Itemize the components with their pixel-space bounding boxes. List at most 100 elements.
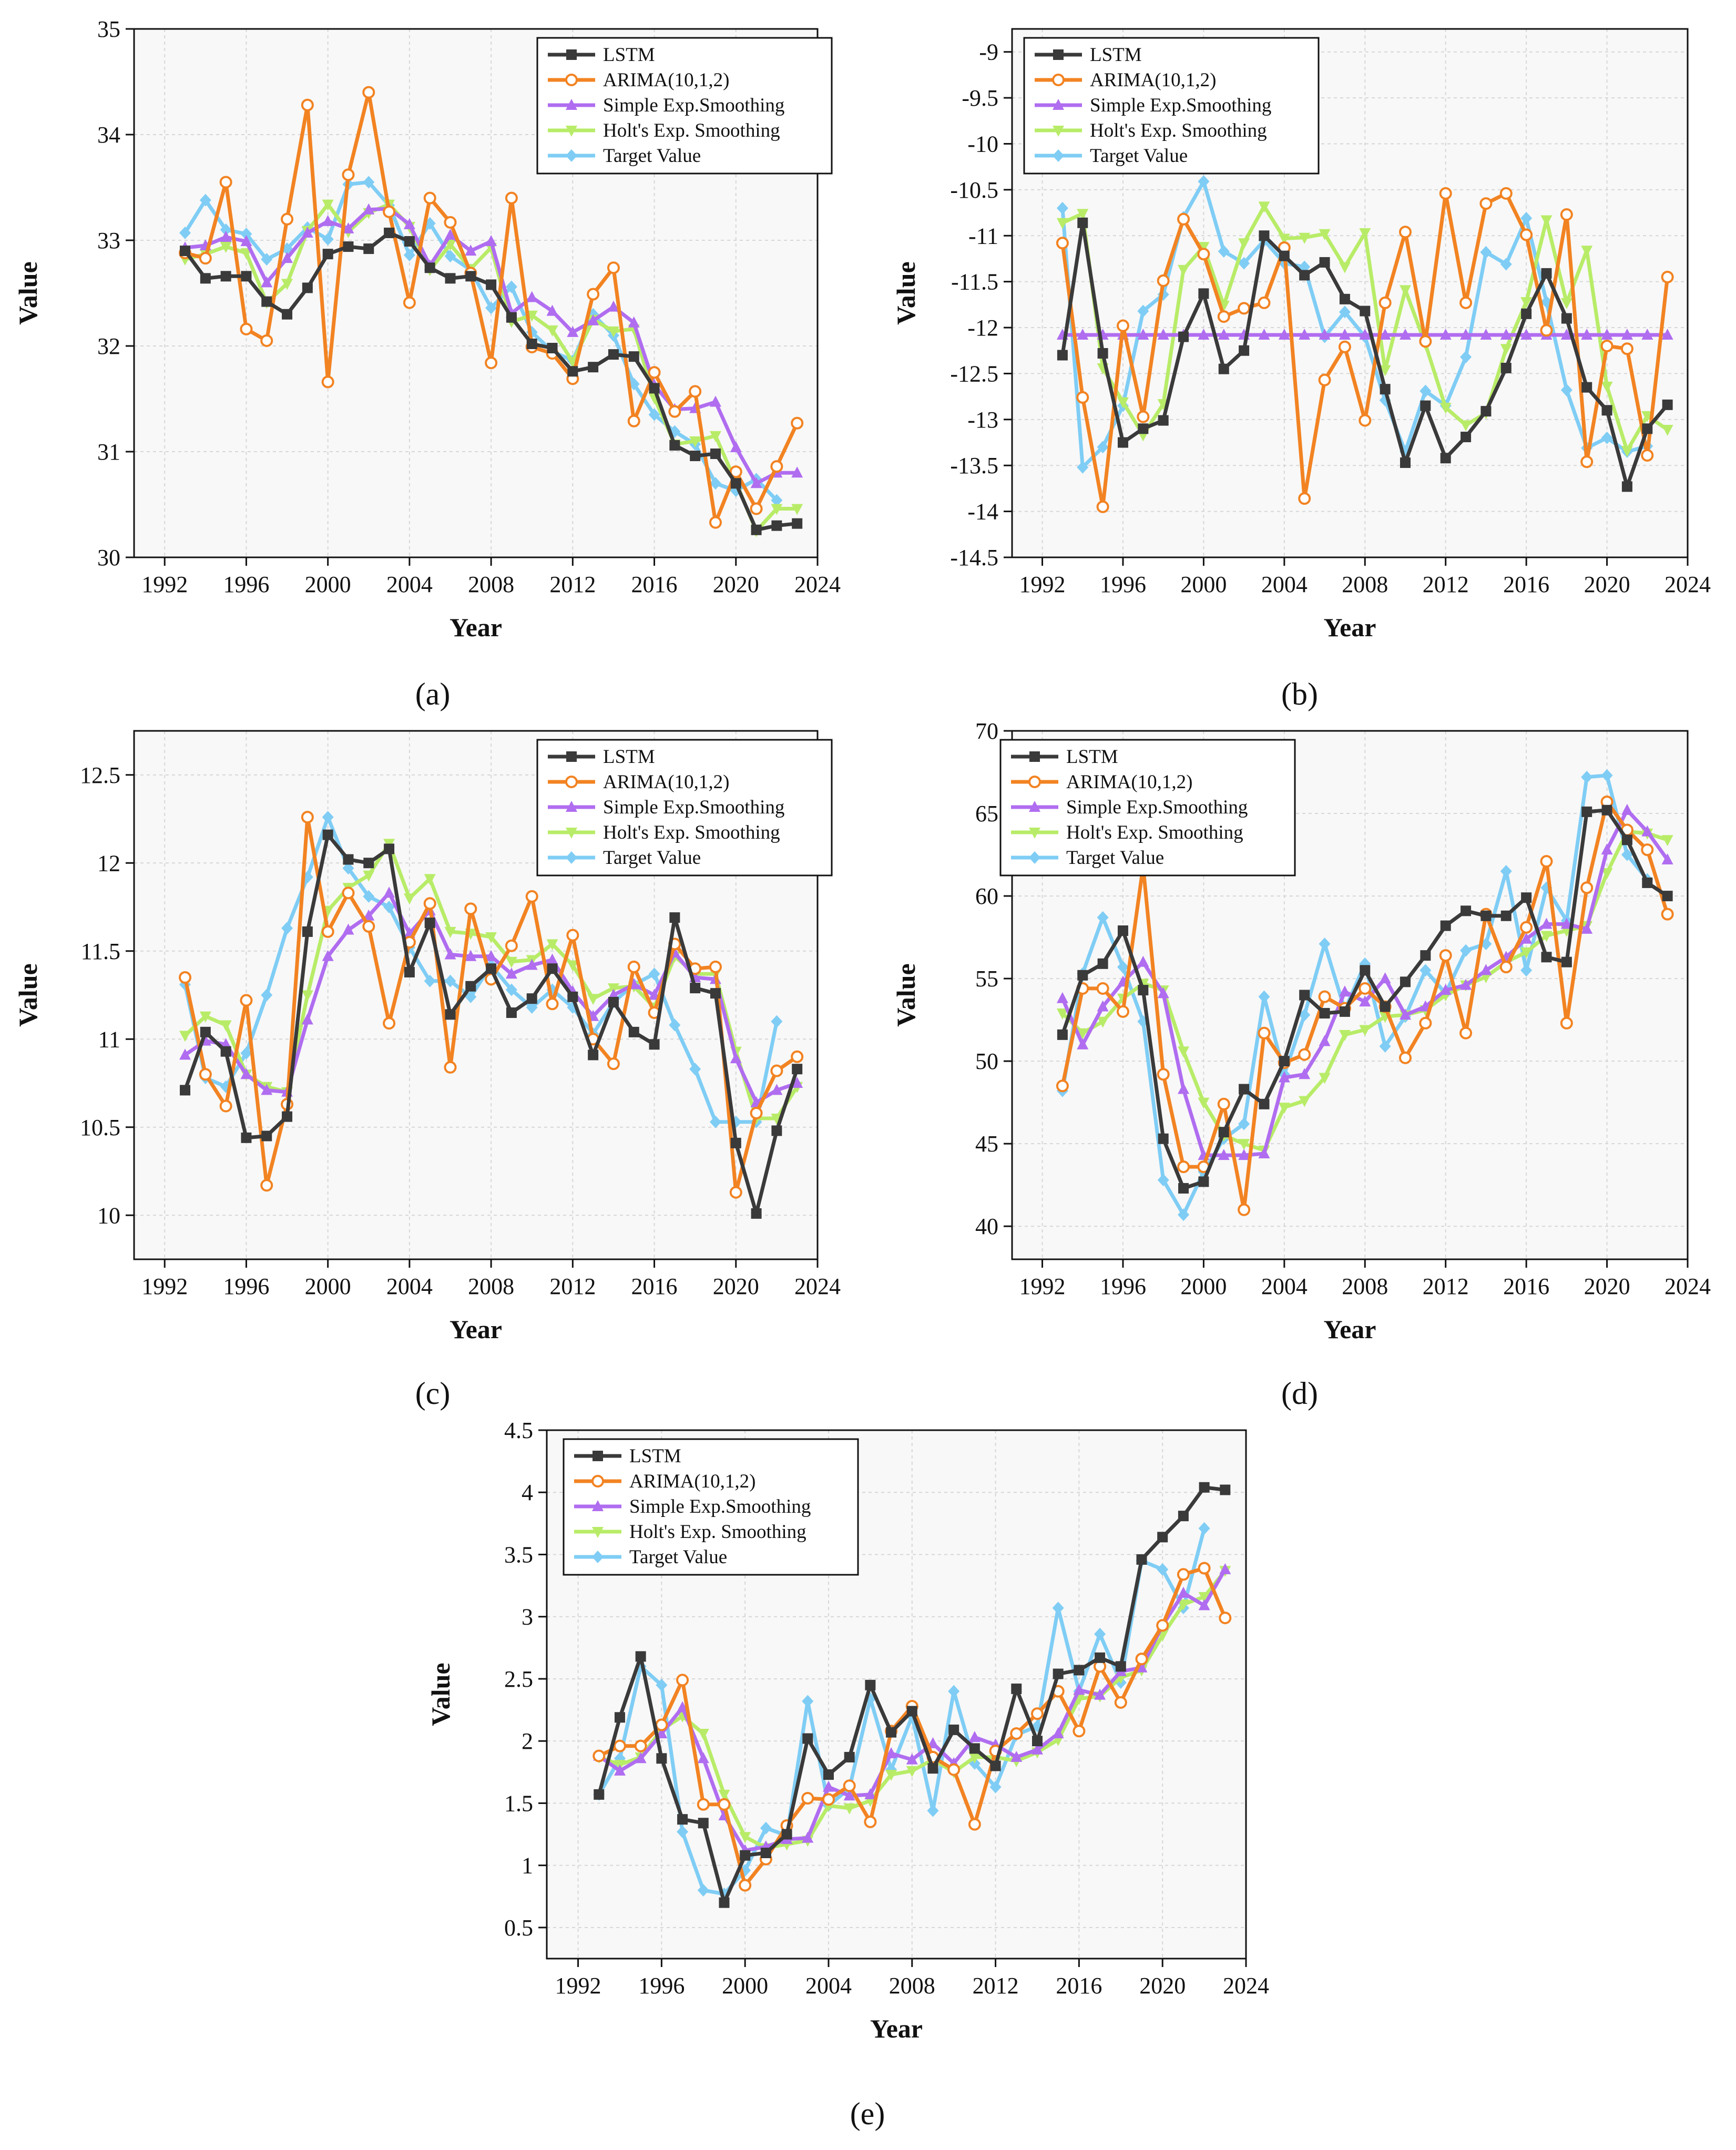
data-point	[1359, 329, 1371, 340]
x-axis-title: Year	[450, 613, 502, 642]
data-point	[968, 1731, 981, 1743]
x-tick-label: 2016	[1503, 572, 1549, 597]
legend-marker	[591, 1475, 604, 1487]
y-tick-label: -14	[967, 499, 998, 525]
data-point	[322, 829, 333, 840]
data-point	[729, 465, 742, 478]
data-point	[719, 1897, 730, 1908]
data-point	[1380, 1001, 1391, 1012]
x-tick-label: 1996	[1100, 1273, 1146, 1299]
data-point	[200, 273, 211, 284]
data-point	[822, 1780, 834, 1792]
data-point	[1157, 1174, 1169, 1187]
data-point	[968, 1752, 981, 1764]
data-point	[947, 1763, 961, 1776]
data-point	[607, 261, 620, 274]
data-point	[1238, 1203, 1251, 1216]
data-point	[1158, 415, 1169, 426]
data-point	[1299, 1068, 1311, 1079]
x-tick-label: 2024	[794, 1273, 841, 1299]
data-point	[656, 1678, 668, 1692]
data-point	[282, 309, 293, 320]
data-point	[1601, 405, 1612, 416]
x-axis-title: Year	[870, 2014, 923, 2043]
legend-marker	[1028, 776, 1041, 788]
data-point	[179, 1048, 191, 1060]
data-point	[1157, 1532, 1168, 1543]
legend: LSTM ARIMA(10,1,2) Simple Exp.Smoothing Hol…	[563, 1438, 859, 1576]
legend-label: ARIMA(10,1,2)	[1066, 771, 1192, 793]
data-point	[1339, 305, 1351, 319]
x-tick-label: 2020	[713, 572, 759, 597]
x-tick-label: 2020	[1584, 1273, 1630, 1299]
data-point	[180, 246, 191, 257]
x-tick-label: 2004	[805, 1973, 852, 1999]
data-point	[1398, 226, 1412, 239]
data-point	[1378, 296, 1392, 309]
data-point	[1399, 329, 1411, 340]
data-point	[1560, 918, 1572, 929]
data-point	[486, 279, 497, 290]
series-simple-exp-smoothing	[1056, 803, 1673, 1160]
data-point	[1500, 344, 1512, 355]
data-point	[771, 504, 783, 515]
data-point	[1439, 187, 1452, 200]
data-point	[613, 1739, 626, 1752]
data-point	[240, 322, 253, 335]
legend-label: Simple Exp.Smoothing	[603, 95, 784, 116]
data-point	[1500, 329, 1512, 340]
data-point	[1419, 1016, 1432, 1030]
x-tick-label: 2012	[549, 1273, 596, 1299]
data-point	[1010, 1750, 1023, 1762]
x-tick-label: 2016	[1056, 1973, 1102, 1999]
legend-marker	[592, 1500, 604, 1511]
data-point	[1074, 1665, 1085, 1676]
data-point	[1138, 423, 1149, 434]
y-tick-label: 11.5	[81, 939, 120, 964]
data-point	[635, 1752, 647, 1764]
data-point	[301, 990, 313, 1002]
data-point	[1077, 970, 1088, 981]
data-point	[607, 1057, 620, 1071]
data-point	[240, 994, 253, 1007]
data-point	[384, 843, 395, 854]
data-point	[1197, 248, 1210, 261]
data-point	[698, 1818, 709, 1829]
data-point	[1541, 952, 1552, 963]
data-point	[710, 988, 721, 999]
legend-label: Holt's Exp. Smoothing	[1090, 120, 1267, 141]
data-point	[1258, 990, 1270, 1003]
data-point	[843, 1789, 855, 1801]
data-point	[485, 950, 497, 961]
data-point	[322, 215, 334, 226]
data-point	[1279, 250, 1290, 261]
data-point	[1379, 329, 1391, 340]
data-point	[1198, 1097, 1210, 1109]
legend-label: Holt's Exp. Smoothing	[603, 120, 780, 141]
data-point	[1094, 1688, 1106, 1700]
data-point	[179, 1031, 191, 1042]
data-point	[505, 956, 517, 968]
data-point	[885, 1747, 897, 1758]
data-point	[607, 300, 619, 312]
data-point	[403, 893, 415, 905]
data-point	[1135, 1653, 1148, 1666]
data-point	[1031, 1743, 1043, 1755]
data-point	[261, 1130, 272, 1142]
plot-frame	[1011, 28, 1689, 558]
series-line	[597, 1526, 1207, 1896]
data-point	[1094, 1627, 1106, 1640]
y-tick-label: 2	[522, 1728, 533, 1754]
data-point	[199, 1011, 211, 1023]
legend-label: ARIMA(10,1,2)	[1090, 69, 1216, 91]
x-tick-label: 2000	[305, 572, 351, 597]
data-point	[1480, 964, 1492, 975]
data-point	[1398, 1051, 1412, 1064]
x-tick-label: 2024	[1664, 572, 1711, 597]
data-point	[1662, 891, 1673, 902]
data-point	[1480, 406, 1492, 417]
data-point	[363, 243, 374, 254]
data-point	[865, 1679, 876, 1690]
data-point	[968, 1818, 981, 1831]
data-point	[771, 1084, 783, 1095]
